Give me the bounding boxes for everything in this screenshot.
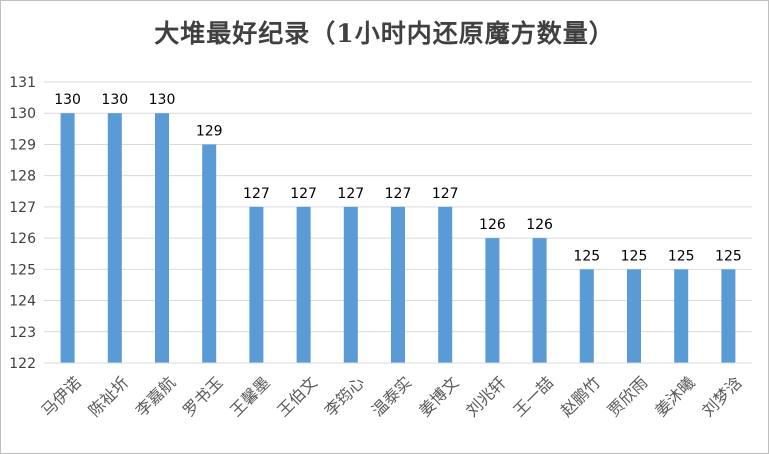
bar	[674, 269, 689, 363]
bar	[249, 206, 264, 363]
y-axis-tick-labels: 122 123 124 125 126 127 128 129 130 131	[9, 75, 36, 372]
x-tick-label: 王一喆	[510, 373, 557, 420]
bar	[155, 113, 169, 363]
data-label: 127	[243, 186, 270, 202]
data-label: 125	[573, 248, 600, 264]
bar	[296, 206, 311, 363]
x-tick-label: 王馨墨	[226, 373, 273, 420]
x-tick-label: 马伊诺	[38, 373, 85, 420]
bars	[60, 113, 736, 363]
x-tick-label: 李嘉航	[132, 373, 179, 420]
bar	[343, 206, 358, 363]
y-tick-label: 123	[9, 325, 36, 341]
data-label: 127	[432, 186, 459, 202]
data-labels: 130 130 130 129 127 127 127 127 127 126 126 125 125 1…	[54, 92, 742, 264]
data-label: 127	[290, 186, 317, 202]
x-tick-label: 温泰实	[368, 373, 415, 420]
bar	[391, 206, 405, 363]
data-label: 130	[149, 92, 176, 108]
y-tick-label: 128	[9, 169, 36, 185]
chart-title: 大堆最好纪录（1小时内还原魔方数量）	[154, 19, 615, 48]
x-tick-label: 李筠心	[321, 373, 368, 420]
bar	[438, 206, 453, 363]
x-tick-label: 赵鹏竹	[557, 373, 604, 420]
y-tick-label: 124	[9, 294, 36, 310]
bar	[721, 269, 736, 363]
data-label: 127	[385, 186, 412, 202]
y-tick-label: 122	[9, 356, 36, 372]
x-tick-label: 姜博文	[415, 373, 462, 420]
x-tick-label: 罗书玉	[179, 373, 226, 420]
y-tick-label: 125	[9, 262, 36, 278]
data-label: 126	[526, 217, 553, 233]
x-axis-tick-labels: 马伊诺 陈祉圻 李嘉航 罗书玉 王馨墨 王伯文 李筠心 温泰实 姜博文 刘兆轩 王一喆 赵鹏竹 贾欣雨姜…	[38, 373, 746, 420]
x-tick-label: 陈祉圻	[85, 373, 132, 420]
bar	[627, 269, 641, 363]
y-tick-label: 130	[9, 106, 36, 122]
data-label: 125	[621, 248, 648, 264]
bar	[532, 238, 547, 363]
x-tick-label: 刘兆轩	[462, 373, 509, 420]
bar	[202, 144, 217, 363]
x-tick-label: 贾欣雨	[604, 373, 651, 420]
x-tick-label: 姜沐曦	[651, 373, 698, 420]
data-label: 126	[479, 217, 506, 233]
bar	[485, 238, 500, 363]
data-label: 129	[196, 123, 223, 139]
y-tick-label: 126	[9, 231, 36, 247]
x-tick-label: 刘梦浛	[698, 373, 745, 420]
data-label: 127	[337, 186, 364, 202]
data-label: 130	[101, 92, 128, 108]
bar	[60, 113, 75, 363]
data-label: 125	[715, 248, 742, 264]
data-label: 130	[54, 92, 81, 108]
y-tick-label: 131	[9, 75, 36, 91]
bar	[579, 269, 594, 363]
y-tick-label: 127	[9, 200, 36, 216]
bar	[107, 113, 122, 363]
x-tick-label: 王伯文	[274, 373, 321, 420]
data-label: 125	[668, 248, 695, 264]
y-tick-label: 129	[9, 137, 36, 153]
